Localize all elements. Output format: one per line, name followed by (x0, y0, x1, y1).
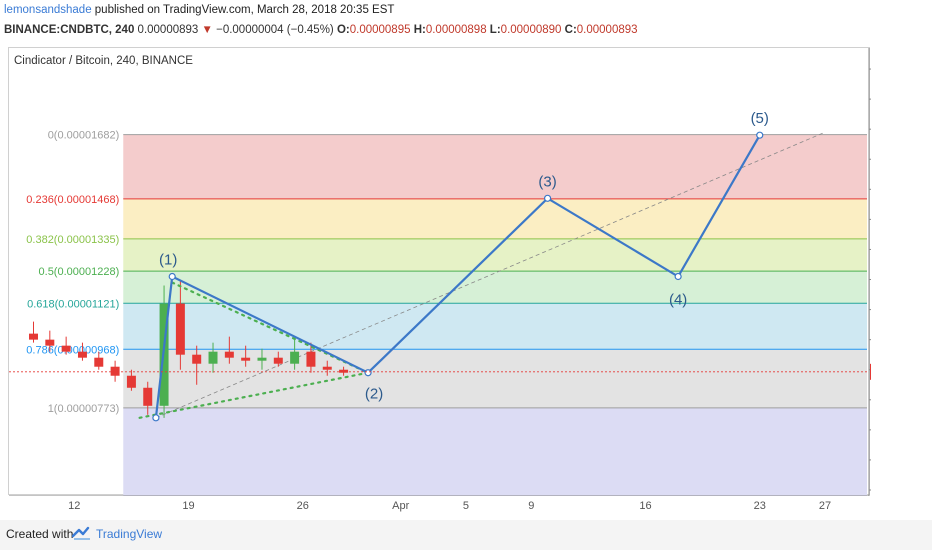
candle-body (29, 333, 38, 340)
candle-body (126, 375, 136, 388)
fib-level-label: 1(0.00000773) (48, 403, 120, 415)
wave-point (152, 414, 160, 422)
created-with-text: Created with (6, 527, 74, 541)
fib-level-label: 0.618(0.00001121) (27, 298, 119, 310)
x-tick-label: 16 (639, 500, 651, 512)
chart-frame[interactable]: 0(0.00001682) 0.236(0.00001468) 0.382(0.00… (8, 47, 871, 512)
author-link[interactable]: lemonsandshade (4, 4, 92, 16)
fib-band-lower (123, 407, 867, 496)
wave-label: (4) (669, 292, 687, 309)
candle-body (192, 354, 202, 364)
wave-label: (5) (751, 110, 769, 127)
x-tick-label: 5 (463, 500, 469, 512)
x-tick-label: 26 (297, 500, 309, 512)
fib-level-label: 0.236(0.00001468) (26, 194, 119, 206)
open-label: O: (336, 24, 350, 36)
fib-band (123, 238, 867, 272)
x-tick-label: Apr (392, 500, 409, 512)
triangle-upper-line (171, 281, 370, 374)
wave-point (364, 369, 372, 377)
x-tick-label: 9 (528, 500, 534, 512)
candle-body (94, 357, 104, 367)
wave-point (756, 131, 764, 139)
x-tick-label: 27 (819, 500, 831, 512)
candle-body (290, 351, 300, 364)
last-price: 0.00000893 (134, 24, 202, 36)
tradingview-logo-icon (72, 526, 90, 540)
candle-body (339, 369, 349, 373)
fib-band (123, 303, 867, 350)
candle-body (110, 366, 120, 376)
fib-level-label: 0(0.00001682) (48, 130, 120, 142)
tradingview-brand[interactable]: TradingView (96, 527, 163, 541)
fib-band (123, 198, 867, 239)
wave-line (154, 134, 761, 418)
wave-label: (1) (159, 252, 177, 269)
candle-body (306, 351, 316, 367)
x-tick-label: 23 (754, 500, 766, 512)
trend-line (155, 131, 826, 419)
price-tag (870, 363, 871, 380)
candle-body (241, 357, 251, 361)
low-label: L: (486, 24, 501, 36)
candle-body (322, 366, 332, 370)
fib-level-label: 0.5(0.00001228) (39, 266, 120, 278)
candle-body (61, 345, 71, 352)
fib-level-label: 0.786(0.00000968) (26, 344, 119, 356)
open-value: 0.00000895 (349, 24, 411, 36)
candle-body (224, 351, 234, 358)
footer: Created with TradingView (0, 520, 932, 550)
high-value: 0.00000898 (425, 24, 487, 36)
low-value: 0.00000890 (500, 24, 562, 36)
ohlc-line: BINANCE:CNDBTC, 240 0.00000893 ▼ −0.0000… (4, 24, 638, 36)
wave-point (543, 194, 552, 202)
fib-band (123, 271, 867, 304)
wave-point (168, 272, 176, 281)
symbol-label: BINANCE:CNDBTC, 240 (4, 24, 135, 36)
close-value: 0.00000893 (576, 24, 638, 36)
candle-body (143, 387, 153, 406)
high-label: H: (410, 24, 426, 36)
x-tick-label: 12 (68, 500, 80, 512)
x-tick-label: 19 (182, 500, 194, 512)
candle-body (208, 351, 218, 364)
wave-label: (3) (538, 173, 556, 190)
time-axis-labels: 12 19 26 Apr 5 9 16 23 27 (68, 500, 831, 512)
wave-label: (2) (365, 386, 383, 403)
close-label: C: (561, 24, 577, 36)
down-arrow-icon: ▼ (201, 24, 213, 36)
chart-canvas[interactable]: 0(0.00001682) 0.236(0.00001468) 0.382(0.00… (9, 48, 871, 496)
published-text: published on TradingView.com, March 28, … (91, 4, 395, 16)
wave-point (674, 272, 682, 281)
candle-body (77, 351, 87, 358)
candle-body (45, 339, 55, 346)
chart-title: Cindicator / Bitcoin, 240, BINANCE (14, 55, 193, 67)
candle-body (273, 357, 283, 364)
chart-header: lemonsandshade published on TradingView.… (0, 0, 932, 44)
candle-body (175, 303, 185, 355)
price-change: −0.00000004 (−0.45%) (212, 24, 337, 36)
publish-line: lemonsandshade published on TradingView.… (4, 4, 394, 16)
fib-level-label: 0.382(0.00001335) (26, 234, 119, 246)
candle-body (257, 357, 267, 361)
